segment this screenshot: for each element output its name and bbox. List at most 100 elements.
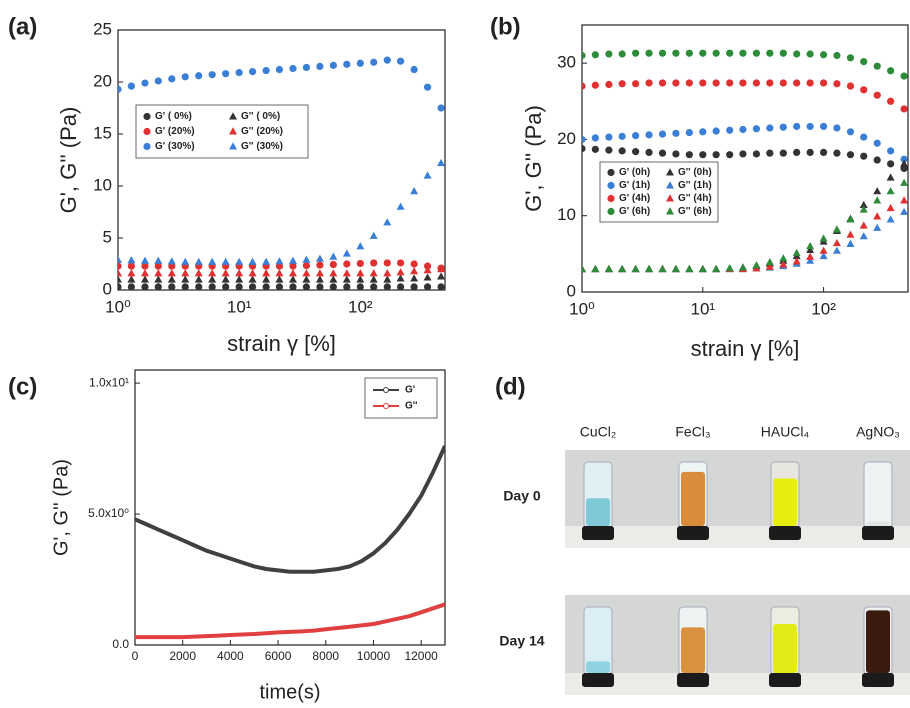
triangle-marker	[792, 257, 801, 265]
circle-marker	[618, 50, 626, 58]
x-axis-label: time(s)	[259, 681, 320, 703]
vial-content	[866, 610, 890, 673]
panel-label: (a)	[8, 13, 37, 40]
triangle-marker	[631, 264, 640, 273]
triangle-marker	[342, 269, 351, 277]
x-tick-label: 0	[132, 649, 139, 663]
circle-marker	[154, 262, 162, 270]
circle-marker	[168, 283, 176, 290]
circle-marker	[141, 283, 149, 290]
vial-cap	[677, 526, 709, 540]
circle-marker	[208, 283, 216, 290]
circle-marker	[141, 262, 149, 270]
triangle-marker	[859, 200, 868, 209]
triangle-marker	[873, 212, 882, 220]
vial-cap	[769, 673, 801, 687]
triangle-marker	[288, 269, 297, 277]
legend-box	[364, 377, 438, 419]
circle-marker	[752, 150, 761, 158]
circle-marker	[356, 259, 364, 268]
y-axis-label: G', G'' (Pa)	[56, 107, 81, 214]
photo-bench	[565, 526, 910, 548]
triangle-marker	[806, 245, 815, 254]
circle-marker	[887, 67, 895, 75]
circle-marker	[383, 283, 391, 290]
column-label: AgNO₃	[856, 424, 900, 440]
circle-marker	[712, 79, 720, 87]
circle-marker	[168, 75, 176, 83]
circle-marker	[235, 283, 243, 290]
circle-marker	[356, 59, 364, 67]
circle-marker	[887, 147, 895, 155]
circle-marker	[302, 283, 311, 290]
circle-marker	[208, 71, 216, 79]
circle-marker	[605, 133, 613, 141]
data-line	[135, 602, 445, 640]
circle-marker	[195, 72, 203, 80]
legend-marker	[229, 112, 237, 120]
circle-marker	[248, 68, 257, 76]
legend-marker	[143, 127, 151, 136]
triangle-marker	[685, 264, 694, 273]
legend-label: G' (30%)	[155, 141, 195, 152]
triangle-marker	[194, 257, 203, 265]
triangle-marker	[181, 275, 190, 283]
circle-marker	[302, 63, 311, 72]
circle-marker	[329, 260, 337, 269]
circle-marker	[423, 83, 432, 91]
y-axis-label: G', G'' (Pa)	[521, 105, 546, 212]
triangle-marker	[410, 267, 419, 275]
triangle-marker	[208, 275, 217, 283]
column-label: CuCl₂	[580, 424, 617, 440]
y-tick-label: 20	[93, 71, 112, 90]
triangle-marker	[832, 238, 841, 247]
triangle-marker	[779, 254, 788, 262]
triangle-marker	[886, 187, 895, 195]
triangle-marker	[262, 275, 271, 283]
circle-marker	[356, 283, 364, 290]
circle-marker	[302, 261, 311, 270]
triangle-marker	[329, 252, 338, 260]
circle-marker	[712, 49, 720, 57]
circle-marker	[793, 148, 801, 156]
circle-marker	[779, 79, 787, 87]
circle-marker	[262, 283, 270, 290]
circle-marker	[632, 132, 640, 140]
x-tick-label: 10²	[811, 299, 836, 318]
circle-marker	[181, 283, 189, 290]
vial-content	[866, 521, 890, 526]
circle-marker	[289, 64, 297, 73]
triangle-marker	[248, 269, 257, 277]
triangle-marker	[410, 187, 419, 195]
circle-marker	[860, 133, 868, 141]
triangle-marker	[235, 257, 244, 265]
circle-marker	[658, 49, 667, 57]
circle-marker	[582, 51, 586, 60]
circle-marker	[645, 131, 653, 139]
triangle-marker	[248, 257, 257, 265]
legend-marker	[607, 207, 615, 216]
circle-marker	[383, 56, 391, 64]
legend-label: G' (6h)	[619, 206, 650, 217]
triangle-marker	[886, 215, 895, 223]
triangle-marker	[900, 178, 908, 186]
circle-marker	[645, 148, 653, 156]
triangle-marker	[221, 269, 230, 277]
triangle-marker	[181, 257, 190, 265]
circle-marker	[739, 49, 747, 57]
circle-marker	[396, 283, 405, 290]
circle-marker	[410, 65, 418, 74]
circle-marker	[806, 79, 814, 87]
triangle-marker	[275, 275, 284, 283]
legend-label: G' (4h)	[619, 193, 650, 204]
circle-marker	[887, 97, 895, 105]
circle-marker	[118, 262, 122, 270]
triangle-marker	[725, 264, 734, 272]
triangle-marker	[118, 275, 122, 283]
vial-content	[773, 478, 797, 526]
triangle-marker	[221, 257, 230, 265]
triangle-marker	[235, 275, 244, 283]
circle-marker	[739, 150, 747, 158]
circle-marker	[860, 86, 868, 94]
circle-marker	[900, 155, 908, 163]
